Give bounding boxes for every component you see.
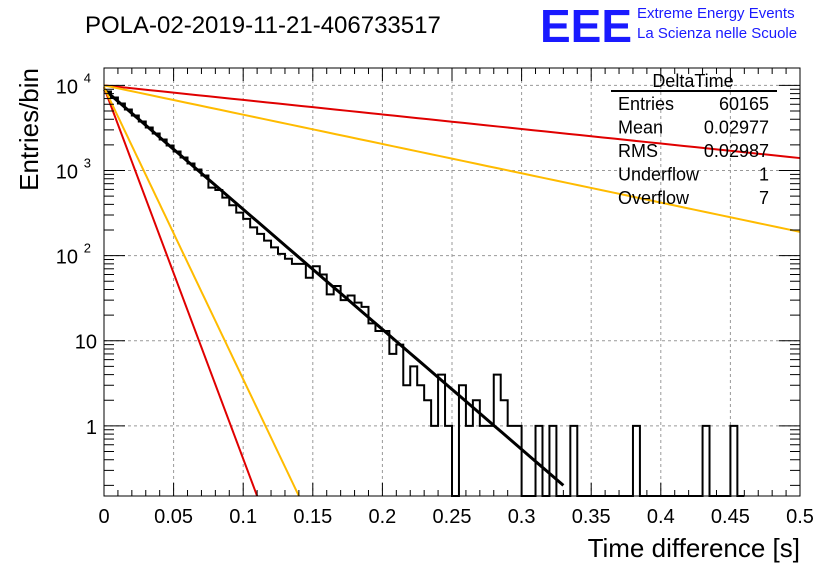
reference-line xyxy=(103,86,300,497)
stats-value: 1 xyxy=(759,165,769,185)
x-tick-label: 0.25 xyxy=(433,506,472,528)
y-tick-label: 10 xyxy=(75,332,97,354)
logo-mark: EEE xyxy=(540,0,632,52)
y-tick-label: 10 xyxy=(56,247,78,269)
x-tick-label: 0 xyxy=(98,506,109,528)
x-tick-label: 0.45 xyxy=(711,506,750,528)
y-tick-label: 1 xyxy=(86,417,97,439)
stats-box: DeltaTime Entries 60165 Mean 0.02977 RMS 0.02… xyxy=(611,71,777,208)
stats-label: Mean xyxy=(618,118,663,138)
stats-label: RMS xyxy=(618,141,658,161)
logo-line-1: Extreme Energy Events xyxy=(637,5,795,22)
reference-line xyxy=(103,84,801,233)
x-tick-label: 0.4 xyxy=(647,506,675,528)
x-tick-label: 0.5 xyxy=(786,506,814,528)
y-tick-exponent: 3 xyxy=(84,155,91,170)
stats-value: 0.02987 xyxy=(704,141,769,161)
fit-lines xyxy=(103,84,801,497)
stats-value: 0.02977 xyxy=(704,118,769,138)
y-tick-label: 10 xyxy=(56,76,78,98)
grid-lines xyxy=(104,68,800,496)
stats-label: Underflow xyxy=(618,165,700,185)
stats-value: 60165 xyxy=(719,94,769,114)
reference-line xyxy=(103,84,801,160)
x-tick-label: 0.1 xyxy=(229,506,257,528)
x-axis-label: Time difference [s] xyxy=(588,533,800,563)
stats-rows: Entries 60165 Mean 0.02977 RMS 0.02987Underfl… xyxy=(618,94,769,208)
y-tick-label: 10 xyxy=(56,161,78,183)
stats-value: 7 xyxy=(759,188,769,208)
chart-title: POLA-02-2019-11-21-406733517 xyxy=(85,12,441,39)
fit-line-main xyxy=(103,88,565,487)
x-tick-label: 0.15 xyxy=(293,506,332,528)
stats-title: DeltaTime xyxy=(652,71,733,91)
x-tick-label: 0.3 xyxy=(508,506,536,528)
x-axis: 0 0.05 0.1 0.15 0.2 0.25 0.3 0.35 0.4 0.45 0.5 xyxy=(98,68,814,528)
reference-line xyxy=(103,86,259,497)
y-axis: 1 10 10 2 10 3 10 4 xyxy=(56,70,800,486)
logo-line-2: La Scienza nelle Scuole xyxy=(637,25,797,42)
stats-label: Overflow xyxy=(618,188,690,208)
y-axis-label: Entries/bin xyxy=(14,68,44,191)
x-tick-label: 0.35 xyxy=(572,506,611,528)
x-tick-label: 0.05 xyxy=(154,506,193,528)
x-tick-label: 0.2 xyxy=(368,506,396,528)
stats-label: Entries xyxy=(618,94,674,114)
y-tick-exponent: 2 xyxy=(84,241,91,256)
eee-logo: EEE Extreme Energy Events La Scienza nel… xyxy=(540,0,797,52)
y-tick-exponent: 4 xyxy=(84,70,91,85)
